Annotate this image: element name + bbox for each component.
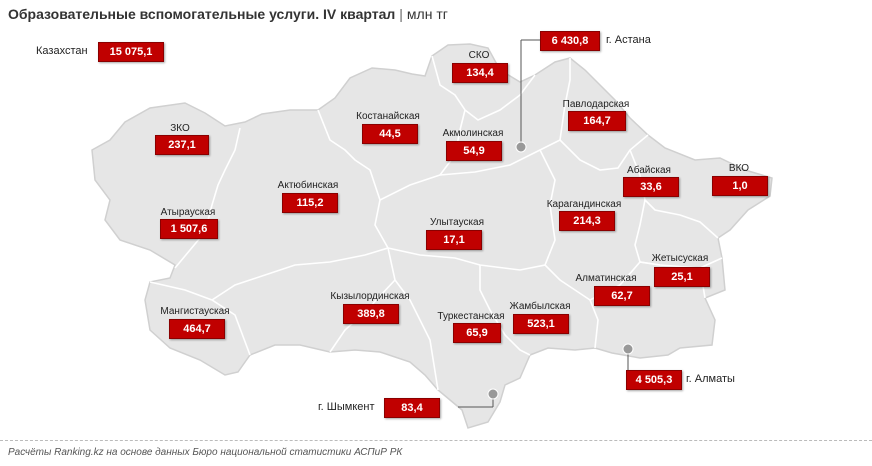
region-label-mangistau: Мангистауская <box>160 306 230 317</box>
region-value-vko: 1,0 <box>712 176 768 196</box>
shymkent-marker <box>487 388 499 400</box>
region-value-sko: 134,4 <box>452 63 508 83</box>
city-value-astana: 6 430,8 <box>540 31 600 51</box>
region-value-aktobe: 115,2 <box>282 193 338 213</box>
city-value-shymkent: 83,4 <box>384 398 440 418</box>
region-value-zko: 237,1 <box>155 135 209 155</box>
region-label-turkistan: Туркестанская <box>437 311 505 322</box>
region-label-aktobe: Актюбинская <box>277 180 339 191</box>
region-value-atyrau: 1 507,6 <box>160 219 218 239</box>
region-value-mangistau: 464,7 <box>169 319 225 339</box>
region-value-akmola: 54,9 <box>446 141 502 161</box>
footer-divider <box>0 440 872 441</box>
region-value-zhambyl: 523,1 <box>513 314 569 334</box>
region-label-sko: СКО <box>468 50 490 61</box>
region-label-vko: ВКО <box>728 163 750 174</box>
city-label-shymkent: г. Шымкент <box>318 401 375 413</box>
region-label-zko: ЗКО <box>170 123 190 134</box>
city-value-almaty: 4 505,3 <box>626 370 682 390</box>
region-label-atyrau: Атырауская <box>160 207 216 218</box>
region-value-pavlodar: 164,7 <box>568 111 626 131</box>
region-value-ulytau: 17,1 <box>426 230 482 250</box>
region-label-pavlodar: Павлодарская <box>562 99 630 110</box>
region-label-karaganda: Карагандинская <box>546 199 622 210</box>
city-label-astana: г. Астана <box>606 34 651 46</box>
region-label-zhambyl: Жамбылская <box>509 301 571 312</box>
country-value: 15 075,1 <box>98 42 164 62</box>
title-main: Образовательные вспомогательные услуги. … <box>8 6 396 22</box>
city-label-almaty: г. Алматы <box>686 373 735 385</box>
title-unit: млн тг <box>406 6 448 22</box>
region-value-zhetysu: 25,1 <box>654 267 710 287</box>
region-label-zhetysu: Жетысуская <box>651 253 709 264</box>
region-value-kyzylorda: 389,8 <box>343 304 399 324</box>
astana-marker <box>515 141 527 153</box>
region-value-almaty-region: 62,7 <box>594 286 650 306</box>
region-label-ulytau: Улытауская <box>429 217 485 228</box>
region-label-abai: Абайская <box>627 165 671 176</box>
region-value-turkistan: 65,9 <box>453 323 501 343</box>
page-title: Образовательные вспомогательные услуги. … <box>8 6 448 22</box>
region-label-kostanay: Костанайская <box>356 111 420 122</box>
region-value-karaganda: 214,3 <box>559 211 615 231</box>
source-footer: Расчёты Ranking.kz на основе данных Бюро… <box>8 447 403 458</box>
title-separator: | <box>399 6 403 22</box>
region-label-kyzylorda: Кызылординская <box>330 291 410 302</box>
region-value-abai: 33,6 <box>623 177 679 197</box>
region-label-akmola: Акмолинская <box>442 128 504 139</box>
region-label-almaty-region: Алматинская <box>575 273 637 284</box>
almaty-marker <box>622 343 634 355</box>
country-name: Казахстан <box>36 45 88 57</box>
region-value-kostanay: 44,5 <box>362 124 418 144</box>
